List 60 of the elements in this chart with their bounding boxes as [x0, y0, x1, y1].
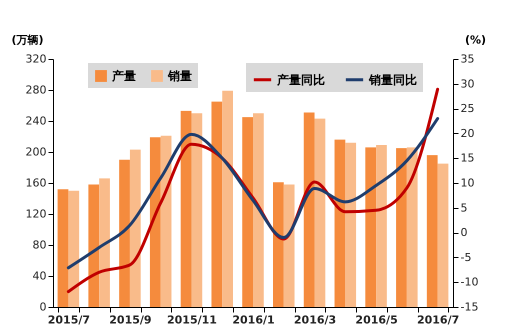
y2-axis-title: (%) [464, 34, 486, 46]
legend-label: 产量 [111, 69, 136, 83]
y-tick-label: 0 [40, 300, 46, 314]
y2-tick-label: -5 [460, 250, 472, 264]
bar [314, 118, 326, 307]
x-tick-label: 2015/9 [109, 314, 152, 326]
y-tick-label: 280 [26, 84, 46, 96]
bar [68, 190, 80, 307]
bar [191, 113, 202, 307]
bar [438, 164, 448, 307]
x-tick-label: 2015/11 [166, 314, 217, 326]
x-tick-label: 2016/7 [416, 314, 460, 326]
y-axis-title: (万辆) [11, 34, 44, 46]
bar [345, 142, 356, 307]
bar [406, 147, 418, 307]
x-tick-label: 2016/5 [355, 314, 398, 326]
bar [253, 113, 264, 307]
y-tick-label: 200 [26, 146, 46, 158]
bar [284, 184, 295, 307]
y-tick-label: 120 [26, 208, 46, 220]
bar [99, 178, 110, 307]
bar [88, 184, 100, 307]
y2-tick-label: -15 [460, 300, 478, 314]
y2-tick-label: 0 [460, 226, 468, 240]
bar [180, 110, 192, 307]
legend-label: 销量同比 [368, 72, 417, 87]
y-tick-label: 80 [32, 238, 46, 252]
y2-tick-label: 10 [460, 176, 474, 190]
y2-tick-label: 5 [460, 201, 468, 214]
y2-tick-label: 35 [460, 52, 474, 66]
bar [119, 160, 130, 307]
legend-label: 产量同比 [276, 72, 325, 87]
y-tick-label: 160 [26, 176, 46, 190]
y2-tick-label: 30 [460, 77, 474, 90]
bar [211, 102, 222, 307]
bar [376, 145, 387, 307]
bar [273, 182, 284, 307]
x-tick-label: 2016/3 [294, 314, 336, 326]
y-tick-label: 320 [26, 52, 46, 66]
x-tick-label: 2015/7 [48, 314, 90, 326]
line-series [66, 117, 440, 270]
y-tick-label: 240 [26, 114, 46, 128]
bar [334, 140, 346, 307]
bar [396, 148, 407, 307]
bar [242, 117, 253, 307]
y2-tick-label: 20 [460, 126, 474, 140]
bar [130, 150, 141, 307]
bar [58, 189, 68, 307]
bar [426, 155, 438, 307]
bar [304, 112, 315, 307]
y-tick-label: 40 [32, 270, 46, 282]
bar [365, 147, 376, 307]
bar [222, 90, 233, 307]
y2-tick-label: 25 [460, 102, 474, 116]
bar [160, 136, 172, 307]
x-tick-label: 2016/1 [232, 314, 275, 326]
legend-label: 销量 [167, 69, 192, 83]
y2-tick-label: 15 [460, 152, 474, 165]
bar [150, 137, 161, 307]
y2-tick-label: -10 [460, 276, 478, 289]
